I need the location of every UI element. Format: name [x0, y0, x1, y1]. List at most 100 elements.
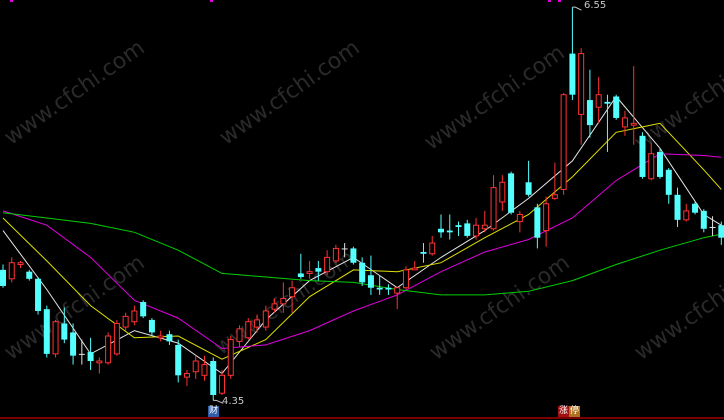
moving-average-green — [2, 212, 722, 296]
moving-average-white — [2, 95, 722, 375]
candle-down — [455, 225, 462, 227]
candle-down — [586, 100, 593, 126]
signal-marker — [558, 0, 561, 2]
candle-up — [324, 256, 331, 273]
candle-up — [595, 94, 602, 108]
candle-down — [297, 273, 304, 278]
candle-up — [131, 310, 138, 323]
candle-up — [8, 262, 15, 280]
candle-up — [192, 360, 199, 373]
signal-marker — [548, 0, 551, 2]
candle-up — [227, 339, 234, 376]
candle-down — [446, 230, 453, 233]
signal-marker — [10, 0, 13, 2]
candle-down — [166, 334, 173, 342]
low-pointer — [213, 399, 224, 404]
signal-marker — [210, 0, 213, 2]
candle-up — [236, 328, 243, 342]
candle-up — [254, 319, 261, 328]
candle-down — [639, 135, 646, 177]
candle-down — [692, 203, 699, 213]
candle-down — [148, 319, 155, 333]
candle-up — [201, 364, 208, 376]
candle-up — [96, 360, 103, 364]
candle-up — [219, 374, 225, 394]
candle-down — [350, 248, 357, 263]
candle-up — [630, 122, 637, 126]
candle-down — [665, 169, 672, 195]
candle-down — [700, 210, 707, 229]
candle-up — [394, 287, 401, 294]
candle-down — [376, 287, 383, 290]
low-price-label: 4.35 — [222, 396, 245, 407]
candle-down — [420, 252, 427, 254]
candle-flat — [341, 248, 348, 250]
candle-down — [604, 101, 611, 104]
candle-down — [613, 96, 620, 118]
candle-down — [657, 151, 663, 177]
candle-up — [543, 203, 550, 232]
candle-down — [438, 228, 444, 233]
candle-up — [157, 335, 164, 339]
candle-down — [534, 207, 541, 238]
candle-up — [621, 117, 628, 128]
candle-up — [332, 247, 339, 262]
candle-down — [26, 271, 33, 279]
candle-down — [464, 223, 471, 236]
candle-up — [105, 335, 112, 364]
limit-up-badge-2[interactable]: 停 — [569, 406, 581, 417]
candle-down — [43, 309, 50, 354]
candle-down — [61, 323, 68, 340]
candle-down — [674, 194, 681, 220]
candle-down — [367, 275, 374, 288]
candle-down — [508, 173, 515, 213]
finance-badge[interactable]: 财 — [208, 406, 220, 417]
candle-down — [569, 53, 576, 95]
high-price-label: 6.55 — [584, 0, 607, 11]
high-pointer — [572, 6, 582, 11]
candle-up — [17, 262, 24, 266]
candle-up — [402, 269, 409, 289]
moving-average-yellow — [2, 122, 722, 360]
candle-down — [0, 269, 6, 286]
candle-up — [183, 373, 190, 378]
candle-up — [289, 287, 296, 298]
candle-down — [210, 361, 217, 395]
candle-down — [359, 262, 366, 283]
candle-down — [175, 344, 182, 376]
candle-up — [473, 224, 480, 237]
candle-down — [140, 302, 147, 317]
candle-up — [490, 187, 497, 230]
candle-up — [516, 213, 523, 223]
bottom-divider — [0, 417, 724, 419]
candle-up — [280, 297, 287, 305]
candle-up — [245, 321, 252, 339]
limit-up-badge[interactable]: 涨 — [558, 406, 570, 417]
candle-up — [113, 322, 120, 355]
candle-up — [122, 315, 129, 328]
candle-up — [52, 321, 59, 355]
candle-up — [262, 310, 269, 328]
candle-flat — [709, 226, 716, 228]
candle-up — [499, 181, 506, 203]
candle-down — [87, 352, 94, 362]
candle-up — [560, 94, 567, 190]
candle-up — [648, 153, 655, 180]
candle-down — [35, 278, 42, 311]
candle-up — [271, 303, 278, 310]
candle-up — [578, 53, 585, 115]
moving-average-magenta — [2, 153, 722, 350]
candle-down — [385, 287, 392, 290]
candle-flat — [78, 353, 85, 355]
candle-up — [551, 194, 558, 199]
candle-up — [429, 242, 436, 255]
candle-up — [411, 267, 418, 271]
candle-up — [306, 271, 313, 274]
candle-down — [718, 225, 724, 238]
candle-up — [481, 224, 488, 230]
candle-up — [683, 210, 690, 221]
candle-down — [315, 268, 322, 272]
candle-down — [70, 332, 77, 356]
